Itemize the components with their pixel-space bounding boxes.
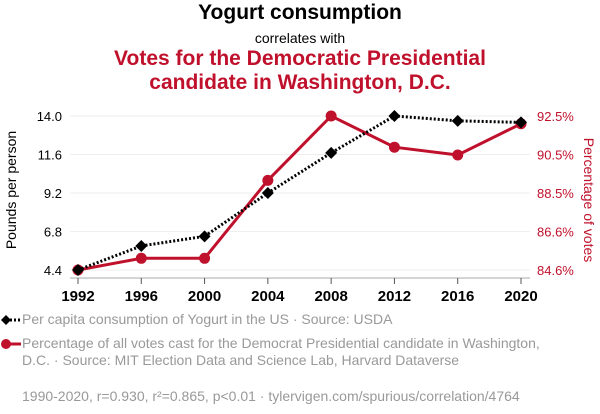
y-tick-label-left: 11.6 — [38, 148, 62, 163]
data-point-yogurt — [261, 187, 274, 199]
x-tick-label: 2008 — [314, 288, 347, 305]
footer-stats: 1990-2020, r=0.930, r²=0.865, p<0.01 · t… — [22, 388, 520, 404]
x-tick-label: 2004 — [251, 288, 285, 305]
data-point-votes — [262, 174, 274, 186]
x-tick-label: 1992 — [61, 288, 94, 305]
chart-subtitle: correlates with — [254, 30, 346, 46]
chart-title-secondary-line2: candidate in Washington, D.C. — [149, 71, 451, 94]
legend-text-yogurt: Per capita consumption of Yogurt in the … — [22, 311, 393, 327]
y-tick-label-right: 84.6% — [537, 263, 574, 278]
data-point-votes — [325, 110, 337, 122]
chart-title: Yogurt consumption — [198, 1, 402, 24]
data-point-votes — [388, 141, 400, 153]
series-layer — [72, 110, 527, 276]
y-tick-label-left: 9.2 — [44, 186, 62, 201]
data-point-votes — [199, 252, 211, 264]
axes: 4.4 6.8 9.2 11.6 14.0 84.6% 86.6% 88.5% 90.5% 92.… — [37, 109, 575, 305]
y-tick-label-right: 88.5% — [537, 186, 574, 201]
grid-lines — [70, 115, 530, 271]
y-axis-label-right: Percentage of votes — [581, 138, 597, 263]
data-point-yogurt — [388, 110, 401, 122]
data-point-yogurt — [72, 264, 84, 276]
y-tick-label-right: 92.5% — [537, 109, 574, 124]
red-circle-line-icon — [1, 339, 21, 349]
data-point-yogurt — [135, 239, 148, 252]
data-point-votes — [135, 252, 147, 264]
legend-item-votes: Percentage of all votes cast for the Dem… — [1, 335, 542, 369]
y-tick-label-left: 6.8 — [44, 225, 62, 240]
y-tick-label-left: 14.0 — [37, 109, 62, 124]
data-point-yogurt — [325, 146, 338, 159]
legend-item-yogurt: Per capita consumption of Yogurt in the … — [1, 311, 542, 328]
data-point-votes — [452, 149, 464, 161]
series-line-yogurt — [77, 114, 522, 272]
data-point-yogurt — [198, 230, 211, 243]
x-tick-label: 2000 — [188, 288, 221, 305]
x-tick-label: 2012 — [378, 288, 411, 305]
x-tick-label: 2016 — [441, 288, 474, 305]
data-point-yogurt — [515, 116, 527, 129]
series-line-votes — [77, 114, 522, 272]
x-tick-label: 2020 — [504, 288, 537, 305]
chart-title-secondary-line1: Votes for the Democratic Presidential — [114, 47, 486, 70]
x-tick-label: 1996 — [125, 288, 158, 305]
y-tick-label-right: 86.6% — [537, 225, 574, 240]
chart-title-secondary: Votes for the Democratic Presidential ca… — [0, 47, 600, 95]
legend-text-votes: Percentage of all votes cast for the Dem… — [22, 335, 540, 368]
black-diamond-dotted-line-icon — [1, 315, 21, 325]
data-point-yogurt — [451, 114, 464, 127]
y-axis-label-left: Pounds per person — [3, 131, 19, 249]
y-tick-label-right: 90.5% — [537, 148, 574, 163]
y-tick-label-left: 4.4 — [44, 263, 62, 278]
